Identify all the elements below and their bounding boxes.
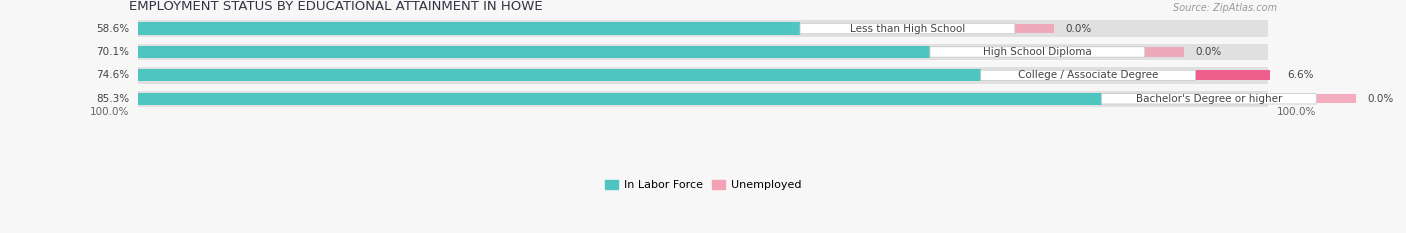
Text: Source: ZipAtlas.com: Source: ZipAtlas.com [1173, 3, 1277, 13]
Text: College / Associate Degree: College / Associate Degree [1018, 70, 1159, 80]
Legend: In Labor Force, Unemployed: In Labor Force, Unemployed [600, 175, 806, 195]
Text: Less than High School: Less than High School [849, 24, 965, 34]
Bar [1015, 24, 1054, 33]
FancyBboxPatch shape [800, 23, 1015, 34]
Text: 85.3%: 85.3% [96, 94, 129, 104]
Text: 6.6%: 6.6% [1286, 70, 1313, 80]
FancyBboxPatch shape [929, 47, 1144, 57]
Text: 58.6%: 58.6% [96, 24, 129, 34]
Bar [138, 44, 1268, 60]
FancyBboxPatch shape [981, 70, 1195, 81]
Bar [138, 22, 800, 35]
Text: Bachelor's Degree or higher: Bachelor's Degree or higher [1136, 94, 1282, 104]
Bar [138, 91, 1268, 107]
Bar [138, 20, 1268, 37]
Text: 74.6%: 74.6% [96, 70, 129, 80]
Text: EMPLOYMENT STATUS BY EDUCATIONAL ATTAINMENT IN HOWE: EMPLOYMENT STATUS BY EDUCATIONAL ATTAINM… [129, 0, 543, 13]
Text: 0.0%: 0.0% [1367, 94, 1393, 104]
Text: 70.1%: 70.1% [96, 47, 129, 57]
FancyBboxPatch shape [1101, 94, 1316, 104]
Text: 0.0%: 0.0% [1195, 47, 1222, 57]
Text: 100.0%: 100.0% [90, 107, 129, 117]
Bar [1144, 47, 1184, 57]
Bar [138, 69, 981, 82]
Bar [138, 46, 929, 58]
Bar [138, 93, 1102, 105]
Text: 0.0%: 0.0% [1066, 24, 1092, 34]
Bar [1195, 71, 1270, 80]
Text: High School Diploma: High School Diploma [983, 47, 1091, 57]
Bar [138, 67, 1268, 84]
Bar [1316, 94, 1355, 103]
Text: 100.0%: 100.0% [1277, 107, 1316, 117]
